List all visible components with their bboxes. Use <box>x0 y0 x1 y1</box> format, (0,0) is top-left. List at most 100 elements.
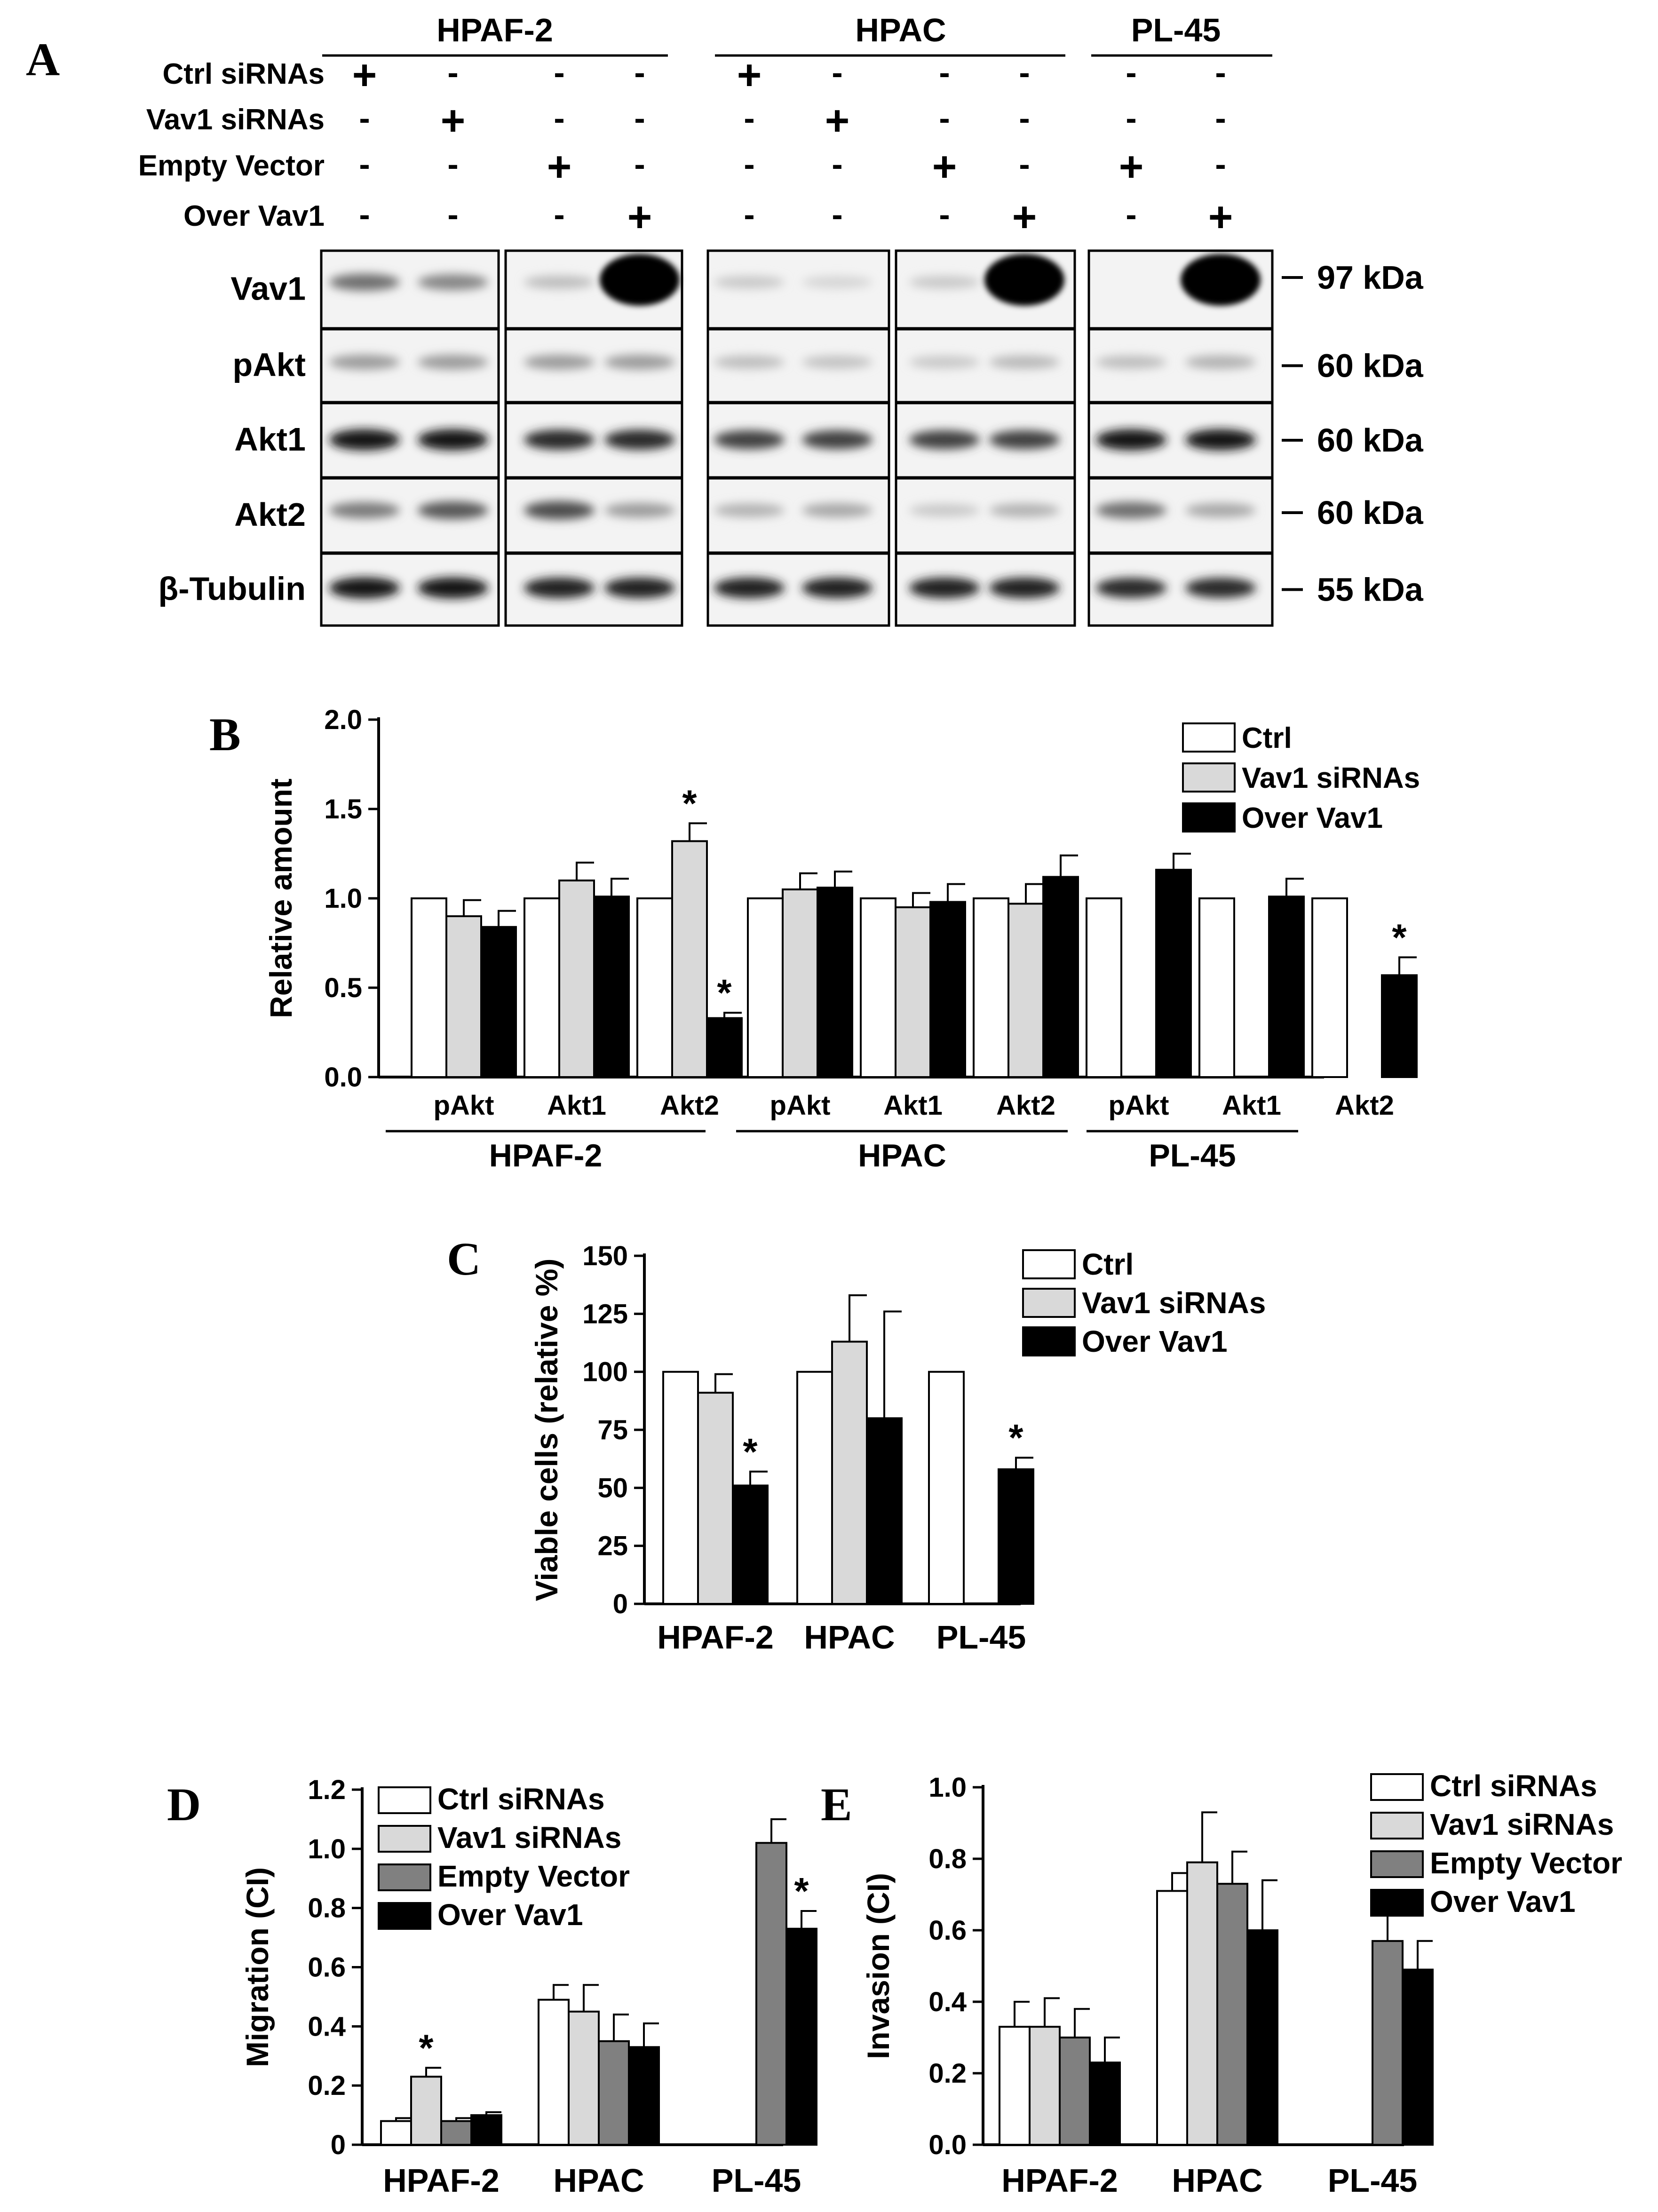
plus-sign: + <box>352 52 377 99</box>
bar <box>662 1371 699 1605</box>
bar <box>1381 974 1418 1078</box>
significance-star: * <box>1008 1417 1023 1459</box>
protein-band <box>524 429 595 450</box>
legend-label: Vav1 siRNAs <box>1430 1808 1614 1841</box>
bar <box>999 2026 1031 2146</box>
minus-sign: - <box>1126 100 1136 136</box>
bar <box>1156 1890 1188 2146</box>
protein-band <box>1096 501 1166 519</box>
bar <box>1007 903 1044 1078</box>
bar <box>1059 2037 1091 2146</box>
minus-sign: - <box>832 196 842 233</box>
bar <box>732 1484 769 1605</box>
protein-band <box>802 430 873 450</box>
bar <box>782 888 818 1078</box>
minus-sign: - <box>1215 100 1226 136</box>
group-label: HPAC <box>858 1138 946 1173</box>
kda-label: 60 kDa <box>1317 422 1424 459</box>
kda-label: 60 kDa <box>1317 494 1424 531</box>
protein-band <box>1181 254 1261 306</box>
y-tick-label: 150 <box>582 1241 628 1271</box>
protein-band <box>329 577 400 599</box>
bar <box>1402 1968 1434 2146</box>
bar <box>636 897 673 1078</box>
significance-star: * <box>794 1870 809 1912</box>
legend-label: Over Vav1 <box>1430 1885 1576 1919</box>
bar <box>706 1017 743 1078</box>
protein-band <box>524 275 595 289</box>
minus-sign: - <box>832 54 842 91</box>
protein-band <box>418 577 488 599</box>
protein-band <box>909 578 980 598</box>
protein-band <box>1185 429 1256 451</box>
x-category-label: HPAC <box>1172 2162 1262 2199</box>
protein-band <box>909 356 980 369</box>
minus-sign: - <box>554 196 564 233</box>
bar <box>866 1417 903 1605</box>
protein-band <box>1096 429 1166 451</box>
protein-band <box>418 429 488 451</box>
bar <box>755 1842 787 2146</box>
chart-D: 0 0.2 0.4 0.6 0.8 1.0 1.2 Migration (CI) * HPAF-2… <box>240 1775 817 2199</box>
protein-band <box>989 430 1060 450</box>
protein-band <box>714 503 785 517</box>
x-category-label: Akt1 <box>883 1090 943 1121</box>
protein-band <box>802 276 873 289</box>
legend-swatch <box>378 1825 431 1853</box>
x-category-label: Akt1 <box>547 1090 606 1121</box>
bar <box>538 1998 570 2146</box>
group-label: HPAF-2 <box>489 1138 603 1173</box>
legend-label: Over Vav1 <box>1242 802 1383 834</box>
panel-d-letter: D <box>167 1778 201 1831</box>
bar <box>1372 1940 1404 2146</box>
bar <box>747 897 784 1078</box>
minus-sign: - <box>939 54 950 91</box>
protein-band <box>418 355 488 370</box>
x-category-label: Akt1 <box>1222 1090 1281 1121</box>
bar <box>411 897 447 1078</box>
y-tick-label: 125 <box>582 1299 628 1329</box>
panel-a-letter: A <box>26 33 60 86</box>
y-tick-label: 0 <box>331 2130 346 2160</box>
y-tick-label: 0.6 <box>928 1915 967 1946</box>
protein-band <box>604 355 675 370</box>
bar <box>1086 897 1122 1078</box>
legend-swatch <box>378 1786 431 1814</box>
x-category-label: HPAC <box>804 1619 895 1656</box>
x-category-label: HPAC <box>553 2162 644 2199</box>
panel-e-letter: E <box>821 1778 852 1831</box>
minus-sign: - <box>1126 196 1136 233</box>
condition-label: Vav1 siRNAs <box>146 103 325 136</box>
x-category-label: HPAF-2 <box>657 1619 774 1656</box>
legend-label: Empty Vector <box>437 1859 630 1893</box>
significance-star: * <box>1392 916 1407 958</box>
minus-sign: - <box>1019 54 1030 91</box>
bar <box>1155 869 1192 1078</box>
significance-star: * <box>419 2027 434 2069</box>
y-tick-label: 0.8 <box>308 1893 346 1924</box>
y-tick-label: 0.6 <box>308 1952 346 1983</box>
blot-strip <box>706 249 890 330</box>
plus-sign: + <box>1012 194 1037 241</box>
plus-sign: + <box>1208 194 1233 241</box>
blot-group-label: PL-45 <box>1131 12 1221 48</box>
bar <box>445 915 482 1078</box>
legend-label: Over Vav1 <box>437 1898 583 1932</box>
protein-band <box>909 276 980 289</box>
minus-sign: - <box>939 196 950 233</box>
charts: 0.0 0.5 1.0 1.5 2.0 Relative amount pAkt Akt1 * *… <box>240 705 1622 2199</box>
bar <box>785 1927 817 2146</box>
minus-sign: - <box>1019 146 1030 182</box>
y-tick-label: 1.0 <box>324 883 362 914</box>
x-category-label: pAkt <box>434 1090 494 1121</box>
legend-swatch <box>1370 1773 1424 1801</box>
minus-sign: - <box>554 54 564 91</box>
bar <box>598 2040 630 2146</box>
plus-sign: + <box>825 97 850 144</box>
protein-band <box>984 254 1064 306</box>
x-category-label: HPAF-2 <box>1001 2162 1118 2199</box>
bar <box>470 2114 502 2146</box>
protein-band <box>1185 355 1256 369</box>
chart-B: 0.0 0.5 1.0 1.5 2.0 Relative amount pAkt Akt1 * *… <box>263 705 1420 1173</box>
x-category-label: Akt2 <box>996 1090 1055 1121</box>
